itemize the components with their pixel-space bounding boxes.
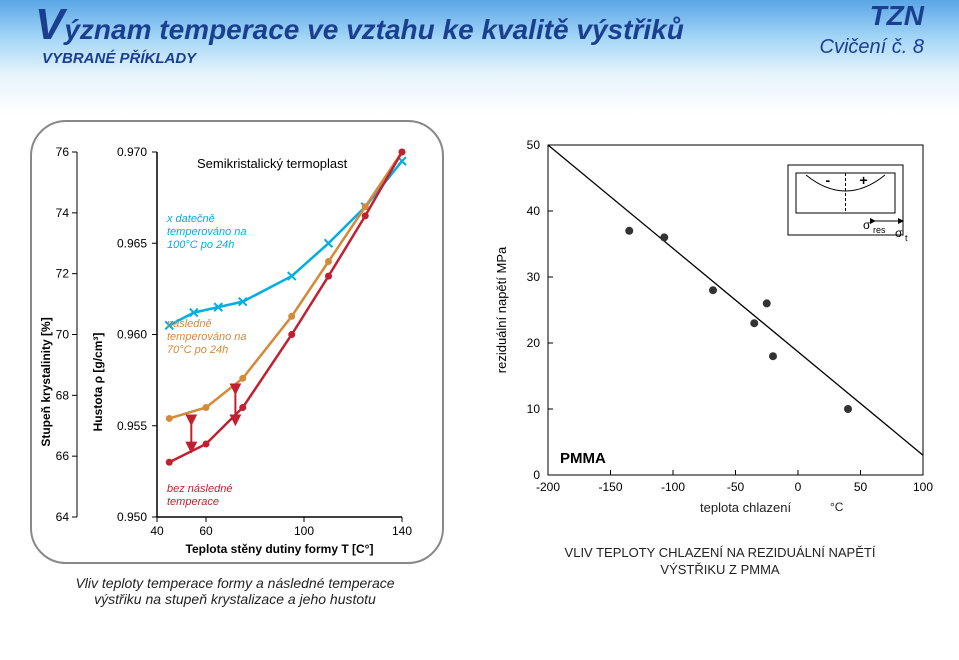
svg-text:76: 76	[56, 145, 70, 159]
svg-text:40: 40	[150, 524, 164, 538]
right-caption-1: VLIV TEPLOTY CHLAZENÍ NA REZIDUÁLNÍ NAPĚ…	[510, 545, 930, 560]
svg-text:následně: následně	[167, 318, 212, 330]
svg-text:+: +	[860, 172, 868, 188]
svg-text:10: 10	[527, 402, 541, 416]
svg-text:x datečně: x datečně	[166, 213, 215, 225]
title-rest: ýznam temperace ve vztahu ke kvalitě výs…	[64, 14, 683, 45]
svg-text:40: 40	[527, 204, 541, 218]
page-title: Význam temperace ve vztahu ke kvalitě vý…	[35, 0, 684, 50]
svg-text:temperováno na: temperováno na	[167, 331, 247, 343]
svg-text:-50: -50	[727, 480, 745, 494]
svg-text:20: 20	[527, 336, 541, 350]
svg-text:50: 50	[854, 480, 868, 494]
svg-text:σ: σ	[863, 218, 871, 232]
svg-text:0.960: 0.960	[117, 328, 147, 342]
svg-text:50: 50	[527, 138, 541, 152]
svg-text:0: 0	[795, 480, 802, 494]
svg-text:reziduální napětí MPa: reziduální napětí MPa	[494, 246, 509, 373]
left-chart-frame: 40 60 100 140 0.950 0.955 0.960 0.965 0.970 64 66 6…	[30, 120, 444, 564]
corner-lesson: Cvičení č. 8	[820, 36, 924, 59]
svg-text:100°C po 24h: 100°C po 24h	[167, 239, 234, 251]
svg-text:0.965: 0.965	[117, 236, 147, 250]
svg-text:-150: -150	[598, 480, 622, 494]
svg-text:0.955: 0.955	[117, 419, 147, 433]
svg-text:res: res	[873, 225, 886, 235]
svg-text:PMMA: PMMA	[560, 450, 606, 467]
corner-tzn: TZN	[870, 0, 924, 32]
svg-text:140: 140	[392, 524, 412, 538]
svg-text:temperováno na: temperováno na	[167, 226, 247, 238]
svg-text:72: 72	[56, 267, 70, 281]
svg-text:temperace: temperace	[167, 496, 219, 508]
svg-text:Teplota stěny dutiny formy T [: Teplota stěny dutiny formy T [C°]	[186, 542, 374, 556]
right-xunit: °C	[830, 500, 843, 514]
left-caption-l2: výstřiku na stupeň krystalizace a jeho h…	[94, 591, 376, 607]
right-caption-2: VÝSTŘIKU Z PMMA	[510, 562, 930, 577]
left-caption-l1: Vliv teploty temperace formy a následné …	[75, 575, 394, 591]
title-capital: V	[35, 0, 64, 49]
svg-text:0.950: 0.950	[117, 510, 147, 524]
svg-text:Semikristalický termoplast: Semikristalický termoplast	[197, 156, 348, 171]
svg-text:70°C po 24h: 70°C po 24h	[167, 344, 228, 356]
svg-text:σ: σ	[895, 226, 903, 240]
right-xlabel: teplota chlazení	[700, 500, 791, 515]
svg-text:60: 60	[199, 524, 213, 538]
svg-text:-100: -100	[661, 480, 685, 494]
svg-text:Stupeň krystalinity [%]: Stupeň krystalinity [%]	[39, 317, 53, 446]
svg-text:100: 100	[913, 480, 933, 494]
svg-text:Hustota ρ [g/cm³]: Hustota ρ [g/cm³]	[91, 333, 105, 432]
svg-text:70: 70	[56, 328, 70, 342]
svg-text:bez následné: bez následné	[167, 483, 232, 495]
svg-text:66: 66	[56, 449, 70, 463]
svg-text:t: t	[905, 233, 908, 243]
svg-text:0: 0	[533, 468, 540, 482]
svg-text:0.970: 0.970	[117, 145, 147, 159]
svg-text:100: 100	[294, 524, 314, 538]
svg-text:64: 64	[56, 510, 70, 524]
svg-text:68: 68	[56, 388, 70, 402]
left-chart-caption: Vliv teploty temperace formy a následné …	[30, 575, 440, 607]
subtitle: VYBRANÉ PŘÍKLADY	[42, 50, 196, 67]
svg-text:-200: -200	[536, 480, 560, 494]
right-chart: -200 -150 -100 -50 0 50 100 0 10 20 30 40 50 reziduál…	[478, 120, 948, 520]
left-chart: 40 60 100 140 0.950 0.955 0.960 0.965 0.970 64 66 6…	[32, 122, 442, 562]
svg-text:74: 74	[56, 206, 70, 220]
svg-text:-: -	[826, 172, 831, 188]
svg-text:30: 30	[527, 270, 541, 284]
